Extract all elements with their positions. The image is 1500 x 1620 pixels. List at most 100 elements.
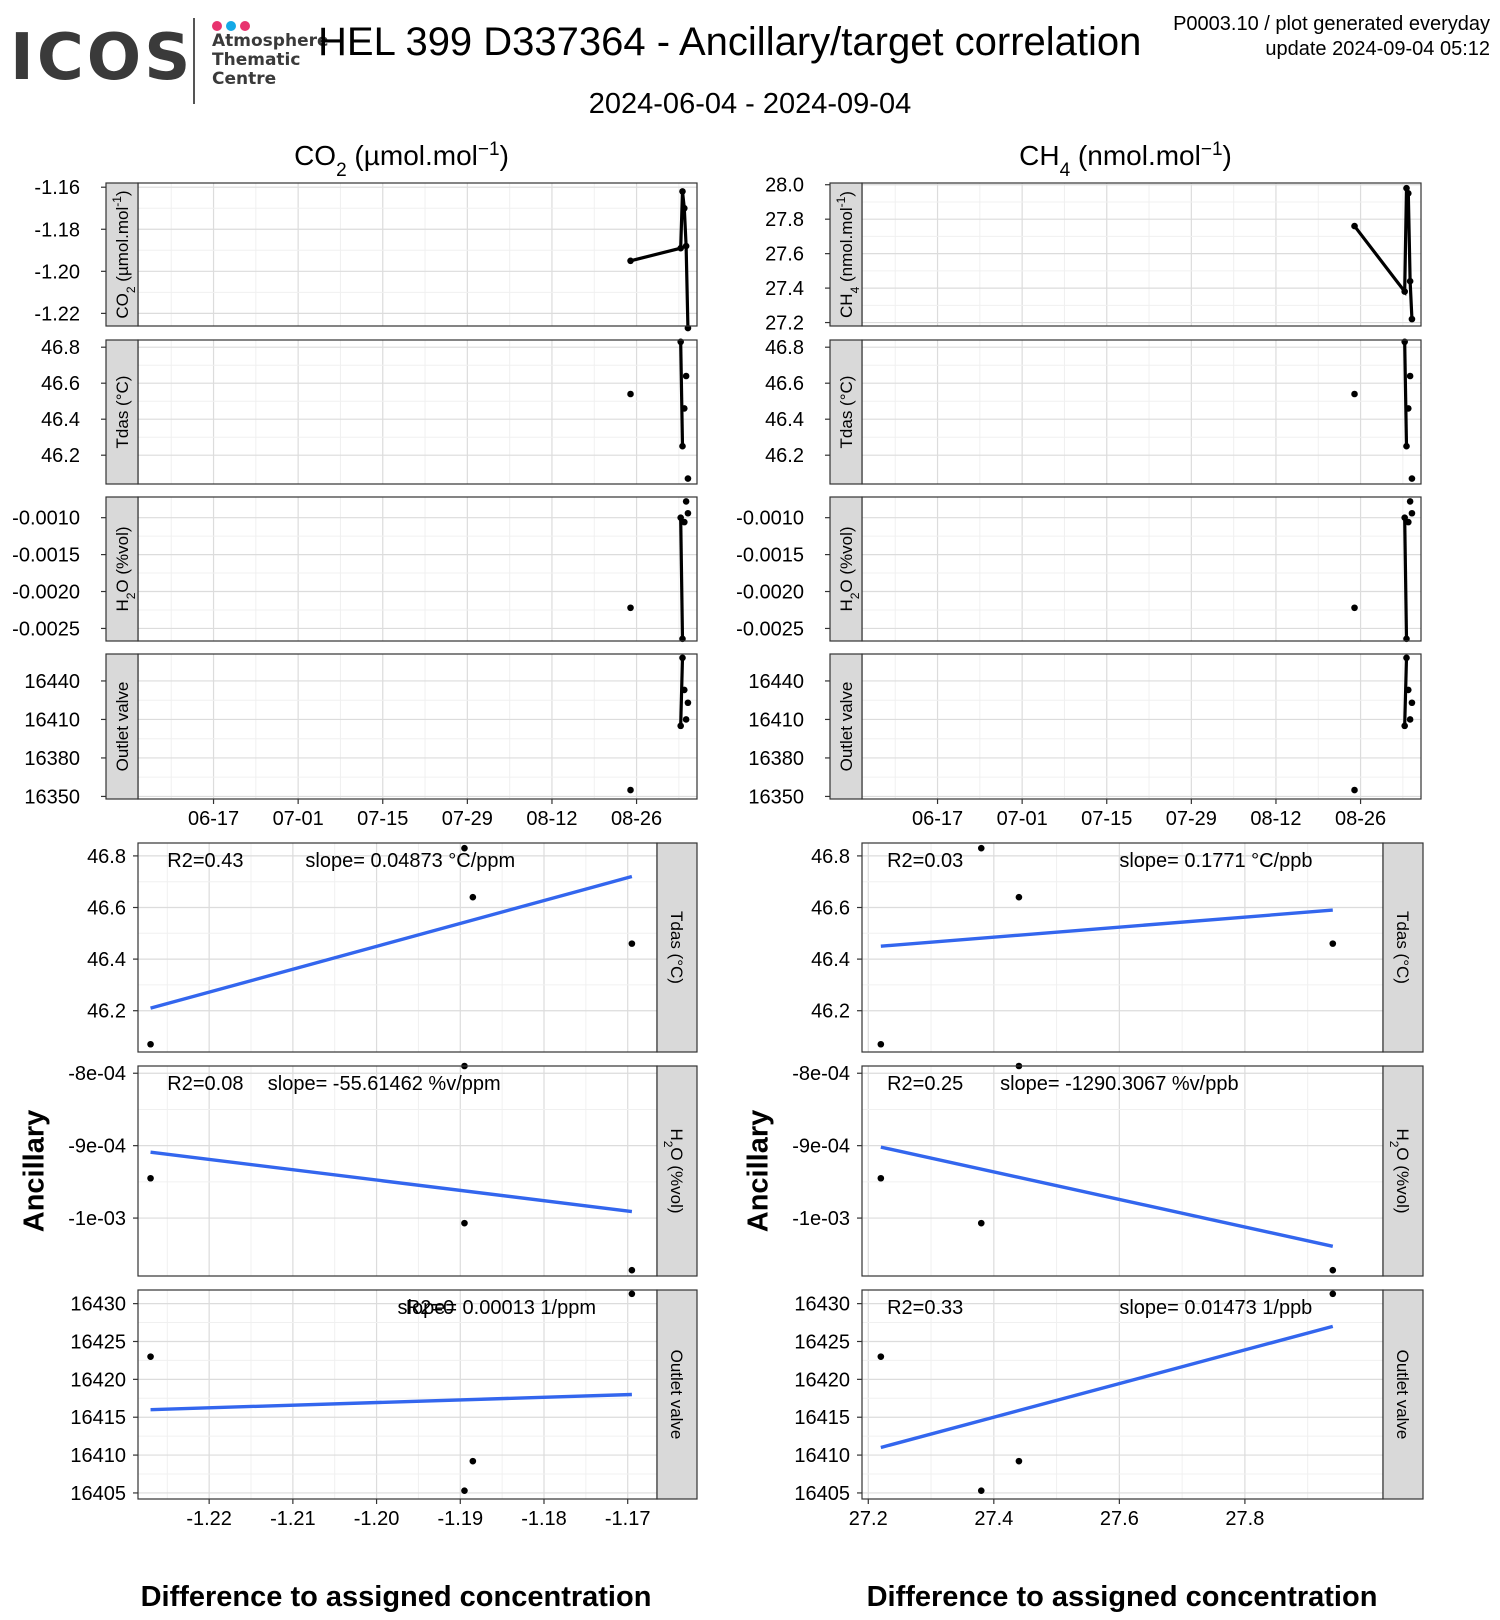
ts-ch4-panel-2-y-tick-label: 46.2: [765, 445, 804, 467]
ts-ch4-panel-2-background: [862, 340, 1421, 484]
ts-ch4-panel-4-background: [862, 654, 1421, 799]
ts-ch4-panel-4-y-tick-label: 16380: [748, 748, 804, 770]
ts-ch4-panel-1-point-4: [1405, 190, 1412, 197]
corr-ch4-panel-3-x-tick-label: 27.8: [1225, 1508, 1264, 1530]
ts-co2-panel-3-point-6: [684, 509, 692, 517]
corr-ch4-panel-2-point-3: [977, 1219, 985, 1227]
ts-co2-panel-3-strip-label: H2O (%vol): [113, 526, 138, 611]
corr-co2-panel-3-x-tick-label: -1.22: [186, 1508, 232, 1530]
corr-ch4-panel-1-point-3: [1015, 893, 1023, 901]
corr-ch4-panel-3-strip: [1382, 1289, 1424, 1500]
ts-co2-panel-1-point-2: [677, 244, 684, 252]
ts-co2-panel-4-point-3: [679, 654, 686, 662]
ts-co2-panel-4-x-tick-label: 07-01: [273, 808, 324, 830]
ts-co2-panel-3-y-tick-label: -0.0025: [12, 618, 80, 640]
corr-co2-y-axis-title: Ancillary: [19, 1110, 51, 1233]
corr-co2-panel-3-point-2: [461, 1487, 468, 1494]
corr-co2-panel-2-point-1: [147, 1174, 154, 1182]
ts-co2-panel-4-strip: [105, 653, 139, 800]
ts-ch4-panel-2-strip-label: Tdas (°C): [837, 376, 856, 449]
corr-co2-panel-3-point-4: [628, 1290, 636, 1298]
corr-co2-x-axis-title: Difference to assigned concentration: [141, 1581, 652, 1613]
ts-co2-panel-3-point-2: [677, 514, 684, 521]
ts-co2-panel-4-strip-label: Outlet valve: [113, 682, 132, 772]
ts-ch4-panel-1-point-6: [1408, 315, 1416, 323]
ts-co2-panel-4-point-5: [682, 716, 690, 723]
ts-ch4-panel-4-x-tick-label: 07-15: [1081, 808, 1132, 830]
ts-ch4-panel-4-point-6: [1408, 699, 1416, 707]
corr-ch4-y-axis-title: Ancillary: [743, 1110, 775, 1233]
ts-co2-panel-2-point-6: [684, 475, 692, 482]
ts-ch4-panel-4-y-tick-label: 16350: [748, 786, 804, 808]
logo-dot-3: [240, 21, 250, 31]
ts-co2-panel-4-y-tick-label: 16440: [24, 671, 80, 693]
ts-co2-panel-1-point-3: [679, 188, 686, 195]
ts-ch4-panel-3-point-6: [1408, 509, 1416, 517]
logo-line-3: Centre: [212, 69, 277, 89]
ts-ch4-panel-1-y-tick-label: 27.4: [765, 278, 804, 300]
corr-co2-panel-3-y-tick-label: 16415: [70, 1407, 126, 1429]
ts-co2-panel-2-background: [138, 340, 697, 484]
logo-line-2: Thematic: [212, 50, 301, 70]
corr-co2-panel-3-strip-label: Outlet valve: [667, 1350, 686, 1440]
corr-ch4-panel-1-strip: [1382, 842, 1424, 1053]
ts-ch4-panel-2-point-4: [1405, 405, 1412, 412]
ts-ch4-panel-1-point-1: [1351, 222, 1358, 230]
ts-co2-panel-3-point-4: [681, 518, 688, 526]
ts-co2-panel-4-point-2: [677, 722, 684, 730]
corr-co2-panel-1-y-tick-label: 46.6: [87, 898, 126, 920]
corr-co2-panel-1-point-1: [147, 1040, 154, 1048]
corr-co2-panel-2-y-tick-label: -9e-04: [68, 1136, 126, 1158]
ts-co2-panel-2-strip-label: Tdas (°C): [113, 376, 132, 449]
corr-co2-panel-3-x-tick-label: -1.19: [437, 1508, 483, 1530]
corr-ch4-panel-3-point-2: [977, 1487, 985, 1494]
corr-ch4-panel-3-slope-annotation: slope= 0.01473 1/ppb: [1119, 1297, 1312, 1319]
ts-co2-panel-3-series-line: [679, 517, 685, 639]
corr-ch4-panel-2-slope-annotation: slope= -1290.3067 %v/ppb: [1000, 1073, 1239, 1095]
ts-co2-panel-2-strip: [105, 339, 139, 485]
ts-co2-panel-1-y-tick-label: -1.18: [34, 219, 80, 241]
ts-ch4-panel-2-point-6: [1408, 475, 1416, 482]
corr-ch4-panel-2-r2-annotation: R2=0.25: [887, 1073, 963, 1095]
corr-co2-panel-2-regression-line: [150, 1150, 633, 1214]
ts-co2-panel-4-series-line: [679, 657, 685, 726]
logo-dots: [212, 18, 254, 36]
corr-co2-panel-2-point-4: [628, 1266, 636, 1274]
ts-ch4-panel-1-y-tick-label: 27.2: [765, 313, 804, 335]
corr-ch4-panel-1-y-tick-label: 46.8: [811, 846, 850, 868]
corr-co2-panel-1-y-tick-label: 46.8: [87, 846, 126, 868]
corr-ch4-panel-1-y-tick-label: 46.2: [811, 1001, 850, 1023]
corr-co2-panel-3-x-tick-label: -1.18: [521, 1508, 567, 1530]
date-range-subtitle: 2024-06-04 - 2024-09-04: [588, 88, 912, 120]
ts-co2-panel-1-series-line: [630, 191, 690, 329]
ts-ch4-panel-1-strip-label: CH4 (nmol.mol-1): [834, 191, 862, 318]
ts-co2-panel-4-point-4: [681, 686, 688, 694]
ts-ch4-panel-4-point-1: [1351, 786, 1358, 794]
corr-co2-panel-1-r2-annotation: R2=0.43: [167, 850, 243, 872]
corr-ch4-panel-2-y-tick-label: -8e-04: [792, 1063, 850, 1085]
ts-co2-panel-3-background: [138, 497, 697, 641]
ts-co2-panel-4-x-tick-label: 07-15: [357, 808, 408, 830]
ts-ch4-panel-3-strip-label: H2O (%vol): [837, 526, 862, 611]
page-title: HEL 399 D337364 - Ancillary/target corre…: [318, 20, 1142, 64]
ts-ch4-panel-1-point-3: [1403, 184, 1410, 192]
ts-ch4-panel-3-y-tick-label: -0.0015: [736, 545, 804, 567]
ts-ch4-panel-2-point-5: [1406, 372, 1414, 380]
corr-co2-panel-3-y-tick-label: 16405: [70, 1483, 126, 1505]
corr-ch4-panel-2-y-tick-label: -9e-04: [792, 1136, 850, 1158]
ts-co2-panel-3-point-1: [627, 604, 634, 612]
ts-ch4-panel-4-point-2: [1401, 722, 1408, 730]
ts-co2-panel-2-series-line: [679, 341, 685, 447]
ts-co2-panel-1-point-1: [627, 257, 634, 265]
ts-ch4-panel-4-x-tick-label: 06-17: [912, 808, 963, 830]
ts-ch4-panel-4-x-tick-label: 07-01: [997, 808, 1048, 830]
ts-ch4-panel-3-series-line: [1403, 517, 1409, 639]
corr-ch4-panel-3-x-tick-label: 27.4: [974, 1508, 1013, 1530]
ts-co2-panel-3-y-tick-label: -0.0020: [12, 582, 80, 604]
ts-ch4-panel-4-strip: [829, 653, 863, 800]
ts-ch4-panel-2-y-tick-label: 46.6: [765, 373, 804, 395]
ts-co2-panel-1-point-4: [681, 204, 688, 212]
corr-ch4-panel-3-x-tick-label: 27.6: [1100, 1508, 1139, 1530]
corr-co2-panel-1-y-tick-label: 46.2: [87, 1001, 126, 1023]
